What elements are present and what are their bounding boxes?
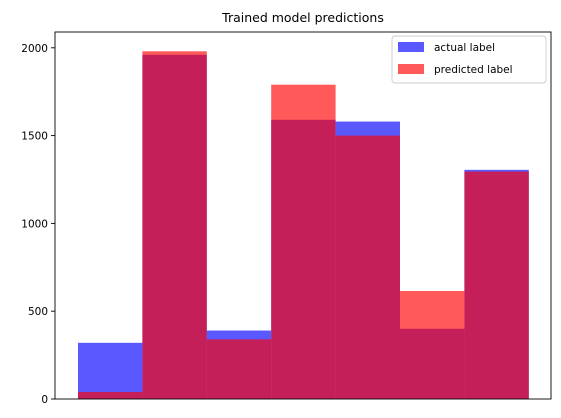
legend-label-actual: actual label [434, 42, 495, 54]
y-axis: 0 500 1000 1500 2000 [21, 43, 55, 406]
bar-predicted-4 [335, 135, 400, 399]
legend-swatch-predicted [398, 64, 424, 74]
y-tick-label-500: 500 [28, 306, 48, 318]
bar-predicted-3 [271, 84, 336, 400]
bar-actual-0 [78, 342, 143, 399]
bar-predicted-2 [206, 339, 272, 399]
plot-frame [54, 31, 552, 400]
y-tick-label-1000: 1000 [21, 218, 48, 230]
legend: actual label predicted label [391, 35, 547, 84]
y-tick-label-0: 0 [41, 394, 48, 406]
chart-title: Trained model predictions [221, 10, 384, 25]
y-tick-label-2000: 2000 [21, 43, 48, 55]
legend-swatch-actual [398, 42, 424, 52]
bar-predicted-0 [78, 391, 143, 399]
bar-predicted-5 [400, 291, 465, 399]
bar-predicted-6 [464, 171, 529, 399]
y-tick-label-1500: 1500 [21, 131, 48, 143]
bars-group [78, 51, 529, 400]
legend-box [391, 35, 547, 84]
bar-predicted-1 [142, 51, 207, 399]
legend-label-predicted: predicted label [434, 64, 513, 76]
